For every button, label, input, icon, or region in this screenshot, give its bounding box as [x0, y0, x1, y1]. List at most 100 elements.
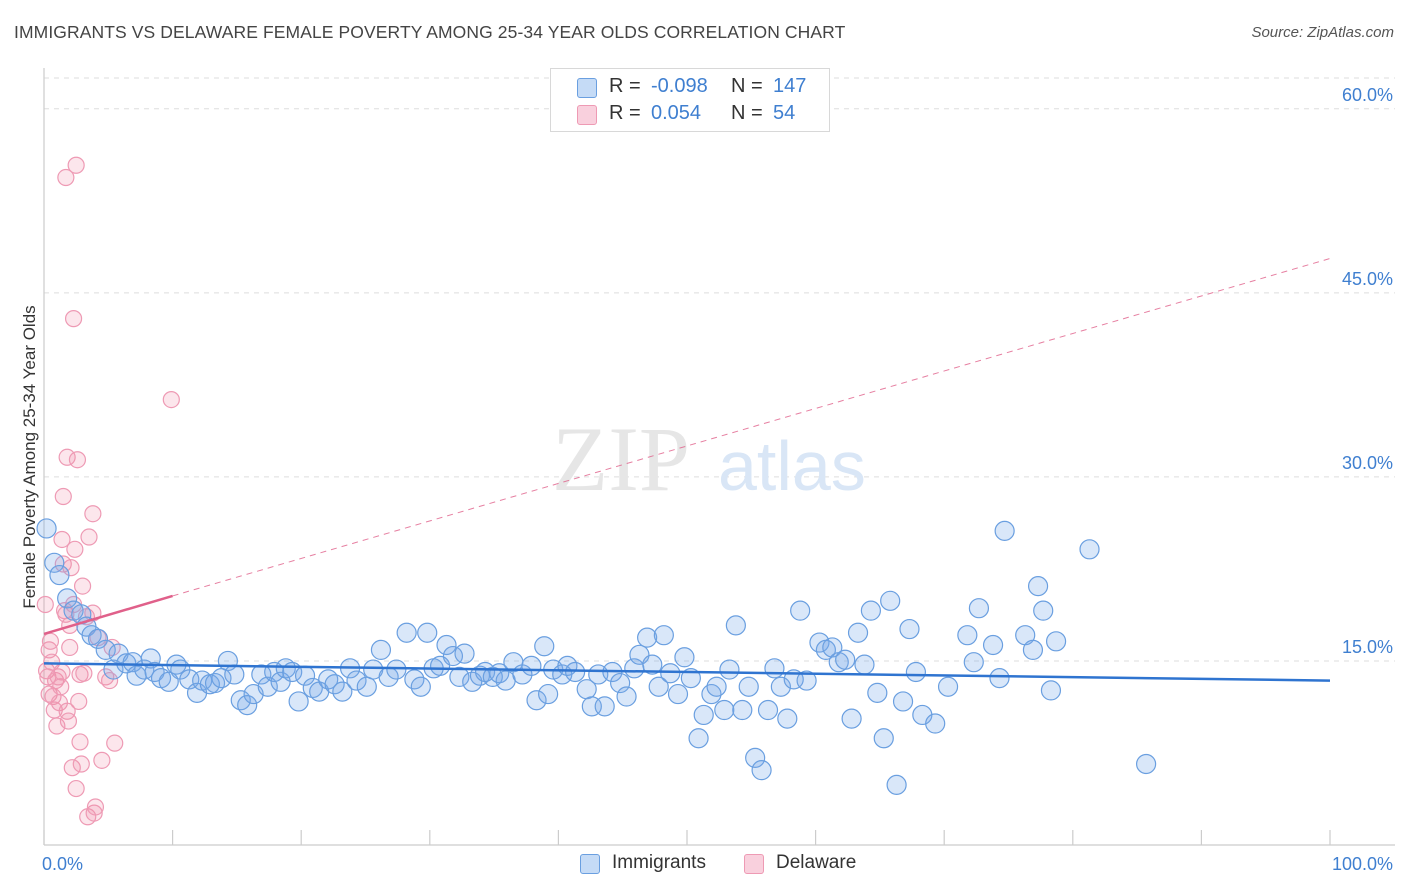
immigrants-point	[873, 728, 894, 749]
r-value: 0.054	[651, 102, 702, 124]
watermark-atlas: atlas	[718, 427, 866, 505]
immigrants-point	[994, 520, 1015, 541]
immigrants-point	[251, 664, 272, 685]
immigrants-point	[637, 627, 658, 648]
tick-labels: 15.0% 30.0% 45.0% 60.0% 0.0% 100.0%	[42, 85, 1393, 874]
immigrants-point	[745, 747, 766, 768]
immigrants-point	[886, 774, 907, 795]
immigrants-point	[841, 708, 862, 729]
trend-lines	[43, 258, 1331, 682]
immigrants-point	[565, 661, 586, 683]
immigrants-point	[616, 686, 637, 707]
immigrants-point	[275, 658, 296, 679]
delaware-trend-dashed	[172, 258, 1331, 597]
immigrants-point	[899, 618, 920, 640]
immigrants-point	[1022, 639, 1044, 661]
immigrants-points	[36, 518, 1157, 795]
delaware-point	[53, 530, 71, 549]
immigrants-point	[957, 625, 978, 646]
immigrants-point	[449, 666, 470, 688]
immigrants-legend-label: Immigrants	[612, 852, 706, 873]
r-label: R =	[609, 75, 641, 97]
y-tick-label: 30.0%	[1342, 453, 1393, 473]
immigrants-point	[482, 666, 503, 688]
immigrants-point	[370, 639, 392, 661]
delaware-legend-label: Delaware	[776, 852, 857, 873]
immigrants-point	[49, 564, 70, 586]
correlation-legend: R = -0.098 N = 147 R = 0.054 N = 54	[550, 68, 830, 132]
axes	[43, 68, 1395, 846]
r-value: -0.098	[651, 75, 708, 97]
immigrants-point	[653, 625, 674, 646]
immigrants-point	[860, 600, 881, 621]
immigrants-point	[610, 672, 631, 694]
immigrants-point	[44, 552, 65, 573]
immigrants-point	[36, 518, 57, 539]
immigrants-point	[594, 696, 615, 717]
immigrants-point	[688, 728, 709, 749]
delaware-point	[80, 528, 98, 546]
delaware-point	[52, 678, 70, 696]
immigrants-point	[982, 634, 1004, 656]
immigrants-point	[847, 622, 869, 643]
immigrants-point	[937, 676, 959, 697]
immigrants-point	[95, 639, 116, 661]
immigrants-point	[642, 654, 663, 675]
delaware-point	[71, 733, 89, 751]
immigrants-point	[925, 713, 946, 734]
immigrants-point	[648, 676, 669, 697]
immigrants-point	[905, 661, 927, 683]
immigrants-trend-line	[43, 662, 1331, 682]
immigrants-point	[1079, 539, 1100, 560]
delaware-point	[73, 577, 92, 595]
x-tick-label-max: 100.0%	[1332, 854, 1393, 874]
immigrants-point	[1033, 600, 1054, 621]
delaware-point	[57, 168, 75, 187]
immigrants-point	[1136, 753, 1157, 775]
immigrants-point	[257, 676, 278, 697]
y-tick-label: 45.0%	[1342, 269, 1393, 289]
immigrants-point	[738, 676, 759, 697]
immigrants-point	[87, 628, 109, 649]
delaware-point	[63, 759, 81, 777]
delaware-point	[54, 487, 72, 506]
n-value: 147	[773, 75, 807, 97]
delaware-point	[53, 663, 71, 681]
y-tick-label: 60.0%	[1342, 85, 1393, 105]
immigrants-point	[751, 760, 772, 781]
immigrants-point	[288, 691, 309, 712]
immigrants-point	[880, 590, 901, 611]
immigrants-point	[714, 699, 735, 721]
immigrants-point	[790, 600, 811, 621]
y-axis-label: Female Poverty Among 25-34 Year Olds	[20, 305, 39, 608]
delaware-point	[162, 391, 180, 409]
immigrants-point	[757, 699, 779, 721]
delaware-point	[70, 692, 88, 711]
immigrants-point	[534, 636, 555, 657]
immigrants-point	[237, 695, 258, 716]
immigrants-point	[1027, 576, 1049, 597]
delaware-points	[36, 156, 180, 826]
immigrants-point	[417, 622, 438, 643]
delaware-point	[86, 798, 105, 816]
immigrants-point	[346, 670, 367, 691]
immigrants-point	[770, 676, 791, 697]
delaware-point	[84, 505, 102, 523]
immigrants-legend-swatch	[580, 854, 600, 874]
immigrants-point	[1045, 631, 1067, 652]
n-value: 54	[773, 102, 796, 124]
immigrants-point	[719, 659, 740, 680]
immigrants-point	[693, 704, 714, 726]
immigrants-point	[81, 625, 102, 646]
delaware-point	[67, 156, 85, 174]
delaware-point	[72, 755, 90, 773]
x-tick-label-min: 0.0%	[42, 854, 83, 874]
delaware-point	[61, 638, 79, 657]
y-tick-label: 15.0%	[1342, 637, 1393, 657]
delaware-point	[75, 664, 93, 682]
immigrants-point	[796, 670, 817, 691]
source-credit: Source: ZipAtlas.com	[1251, 24, 1394, 41]
immigrants-point	[892, 691, 914, 712]
immigrants-point	[968, 598, 990, 619]
